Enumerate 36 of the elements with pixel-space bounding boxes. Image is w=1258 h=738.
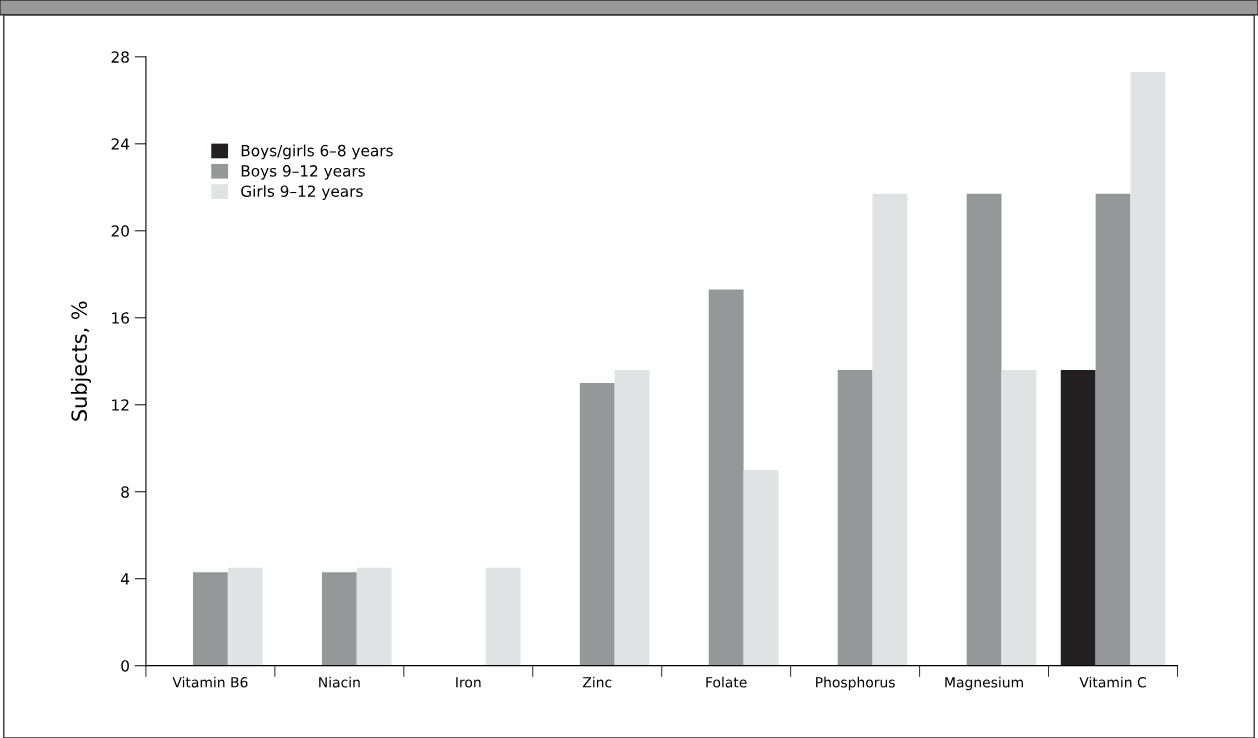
legend-label: Boys/girls 6–8 years (241, 144, 393, 160)
x-tick-label: Vitamin B6 (172, 676, 248, 688)
bar (1001, 369, 1037, 666)
bar (837, 369, 873, 666)
bar (743, 469, 779, 666)
x-tick-label: Magnesium (945, 676, 1023, 691)
bar (614, 369, 650, 666)
y-tick-label: 8 (121, 486, 129, 498)
bar (227, 567, 263, 666)
y-tick-label: 16 (112, 312, 129, 324)
bar (356, 567, 392, 666)
x-tick-label: Vitamin C (1079, 676, 1146, 688)
y-tick-label: 28 (111, 51, 129, 63)
bar (321, 572, 357, 666)
bar (579, 383, 615, 666)
bar (192, 572, 228, 666)
legend-label: Boys 9–12 years (241, 165, 365, 180)
y-axis-title: Subjects, % (70, 301, 92, 421)
y-tick-label: 12 (112, 399, 129, 411)
bar (1060, 369, 1096, 666)
bar (966, 193, 1002, 666)
x-tick-label: Zinc (582, 676, 612, 688)
bar (485, 567, 521, 666)
bar (1095, 193, 1131, 666)
x-tick-label: Folate (706, 676, 747, 688)
x-tick-label: Iron (456, 677, 481, 688)
legend-label: Girls 9–12 years (241, 185, 363, 200)
bar (708, 289, 744, 666)
x-tick-label: Niacin (319, 676, 360, 688)
y-tick-label: 24 (111, 138, 130, 150)
y-tick-label: 0 (121, 660, 129, 672)
y-tick-label: 4 (120, 573, 130, 585)
bar (1130, 72, 1166, 666)
x-tick-label: Phosphorus (816, 676, 895, 691)
y-tick-label: 20 (111, 225, 129, 237)
bar (872, 193, 908, 666)
